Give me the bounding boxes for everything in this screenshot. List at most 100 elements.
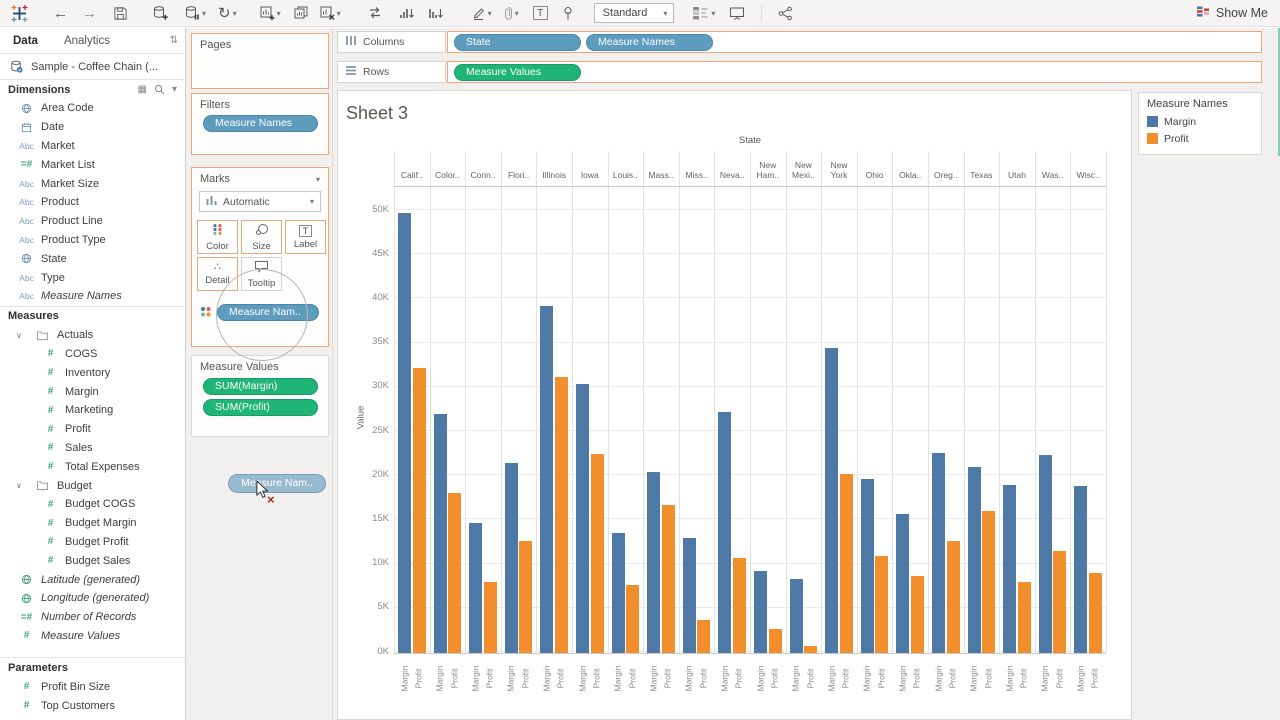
- bar-profit-flori[interactable]: [519, 541, 532, 653]
- field-cogs[interactable]: #COGS: [0, 345, 185, 364]
- bar-profit-illinois[interactable]: [555, 377, 568, 653]
- bar-profit-wisc[interactable]: [1089, 573, 1102, 653]
- caret-down-icon[interactable]: ▾: [488, 9, 492, 18]
- caret-down-icon[interactable]: ▾: [202, 9, 206, 18]
- field-budget-cogs[interactable]: #Budget COGS: [0, 495, 185, 514]
- pill-sum-margin[interactable]: SUM(Margin): [203, 378, 318, 395]
- search-icon[interactable]: [154, 84, 165, 95]
- rows-shelf[interactable]: Measure Values: [447, 61, 1262, 83]
- swap-rows-columns-icon[interactable]: [367, 0, 383, 27]
- measure-values-card[interactable]: Measure Values SUM(Margin)SUM(Profit): [191, 355, 329, 437]
- size-button[interactable]: Size: [241, 220, 282, 254]
- bar-margin-calif[interactable]: [398, 213, 411, 653]
- caret-down-icon[interactable]: ▾: [337, 9, 341, 18]
- caret-down-icon[interactable]: ▾: [172, 84, 177, 95]
- field-product[interactable]: AbcProduct: [0, 193, 185, 212]
- bar-profit-color[interactable]: [448, 493, 461, 653]
- bar-profit-texas[interactable]: [982, 511, 995, 653]
- fix-axes-icon[interactable]: [504, 0, 513, 27]
- label-button[interactable]: T Label: [285, 220, 326, 254]
- pin-icon[interactable]: [562, 0, 574, 27]
- view-mode-select[interactable]: Standard ▾: [594, 3, 675, 23]
- field-measure-names[interactable]: AbcMeasure Names: [0, 287, 185, 306]
- bar-margin-color[interactable]: [434, 414, 447, 653]
- bar-margin-iowa[interactable]: [576, 384, 589, 653]
- pages-card[interactable]: Pages: [191, 33, 329, 89]
- pill-measure-values[interactable]: Measure Values: [454, 64, 581, 81]
- duplicate-sheet-icon[interactable]: [293, 0, 309, 27]
- save-icon[interactable]: [113, 0, 128, 27]
- bar-margin-was[interactable]: [1039, 455, 1052, 653]
- field-inventory[interactable]: #Inventory: [0, 363, 185, 382]
- dragged-pill-ghost[interactable]: Measure Nam..: [228, 474, 326, 493]
- field-type[interactable]: AbcType: [0, 268, 185, 287]
- bar-profit-new-mexi[interactable]: [804, 646, 817, 653]
- bar-profit-mass[interactable]: [662, 505, 675, 653]
- field-margin[interactable]: #Margin: [0, 382, 185, 401]
- text-label-icon[interactable]: T: [533, 6, 548, 20]
- bar-margin-okla[interactable]: [896, 514, 909, 653]
- bar-margin-miss[interactable]: [683, 538, 696, 653]
- sort-ascending-icon[interactable]: [399, 0, 414, 27]
- bar-margin-new-york[interactable]: [825, 348, 838, 653]
- field-budget-margin[interactable]: #Budget Margin: [0, 514, 185, 533]
- bar-margin-neva[interactable]: [718, 412, 731, 653]
- field-total-expenses[interactable]: #Total Expenses: [0, 457, 185, 476]
- legend-item-margin[interactable]: Margin: [1139, 113, 1261, 130]
- bar-margin-utah[interactable]: [1003, 485, 1016, 653]
- detail-button[interactable]: ∴ Detail: [197, 257, 238, 291]
- bar-profit-calif[interactable]: [413, 368, 426, 653]
- pill-measure-names[interactable]: Measure Names: [586, 34, 713, 51]
- field-market[interactable]: AbcMarket: [0, 137, 185, 156]
- expander-icon[interactable]: ∨: [16, 331, 28, 340]
- field-profit[interactable]: #Profit: [0, 420, 185, 439]
- expander-icon[interactable]: ∨: [16, 481, 28, 490]
- tab-analytics[interactable]: Analytics: [51, 28, 123, 53]
- field-market-size[interactable]: AbcMarket Size: [0, 174, 185, 193]
- field-longitude-generated[interactable]: Longitude (generated): [0, 589, 185, 608]
- caret-down-icon[interactable]: ▾: [515, 9, 519, 18]
- bar-margin-new-ham[interactable]: [754, 571, 767, 653]
- caret-down-icon[interactable]: ▾: [233, 9, 237, 18]
- bar-profit-was[interactable]: [1053, 551, 1066, 653]
- field-top-customers[interactable]: #Top Customers: [0, 696, 185, 715]
- new-worksheet-icon[interactable]: [259, 0, 275, 27]
- bar-profit-new-york[interactable]: [840, 474, 853, 653]
- field-budget-sales[interactable]: #Budget Sales: [0, 551, 185, 570]
- redo-icon[interactable]: →: [82, 0, 97, 27]
- field-number-of-records[interactable]: =#Number of Records: [0, 608, 185, 627]
- field-budget-profit[interactable]: #Budget Profit: [0, 533, 185, 552]
- filters-card[interactable]: Filters Measure Names: [191, 93, 329, 155]
- field-area-code[interactable]: Area Code: [0, 99, 185, 118]
- caret-down-icon[interactable]: ▾: [316, 175, 320, 184]
- field-latitude-generated[interactable]: Latitude (generated): [0, 570, 185, 589]
- run-update-icon[interactable]: ↻: [218, 0, 231, 27]
- bar-margin-oreg[interactable]: [932, 453, 945, 653]
- tooltip-button[interactable]: Tooltip: [241, 257, 282, 291]
- bar-profit-ohio[interactable]: [875, 556, 888, 653]
- bar-margin-flori[interactable]: [505, 463, 518, 653]
- undo-icon[interactable]: ←: [53, 0, 68, 27]
- bar-margin-mass[interactable]: [647, 472, 660, 653]
- bar-margin-new-mexi[interactable]: [790, 579, 803, 653]
- share-workbook-icon[interactable]: [778, 0, 793, 27]
- field-marketing[interactable]: #Marketing: [0, 401, 185, 420]
- bar-margin-wisc[interactable]: [1074, 486, 1087, 653]
- clear-sheet-icon[interactable]: [319, 0, 335, 27]
- highlight-icon[interactable]: [471, 0, 486, 27]
- columns-shelf[interactable]: State Measure Names: [447, 31, 1262, 53]
- bar-profit-okla[interactable]: [911, 576, 924, 653]
- datasource-item[interactable]: Sample - Coffee Chain (...: [0, 54, 185, 79]
- bar-profit-louis[interactable]: [626, 585, 639, 653]
- pause-auto-updates-icon[interactable]: [184, 0, 200, 27]
- caret-down-icon[interactable]: ▾: [711, 9, 715, 18]
- pill-state[interactable]: State: [454, 34, 581, 51]
- color-legend-card[interactable]: Measure Names MarginProfit: [1138, 92, 1262, 155]
- marks-card[interactable]: Marks ▾ Automatic ▾ Color Size: [191, 167, 329, 347]
- field-measure-values[interactable]: #Measure Values: [0, 627, 185, 646]
- bar-margin-illinois[interactable]: [540, 306, 553, 653]
- bar-profit-iowa[interactable]: [591, 454, 604, 653]
- field-product-line[interactable]: AbcProduct Line: [0, 212, 185, 231]
- bar-profit-miss[interactable]: [697, 620, 710, 653]
- sheet-title[interactable]: Sheet 3: [346, 103, 408, 124]
